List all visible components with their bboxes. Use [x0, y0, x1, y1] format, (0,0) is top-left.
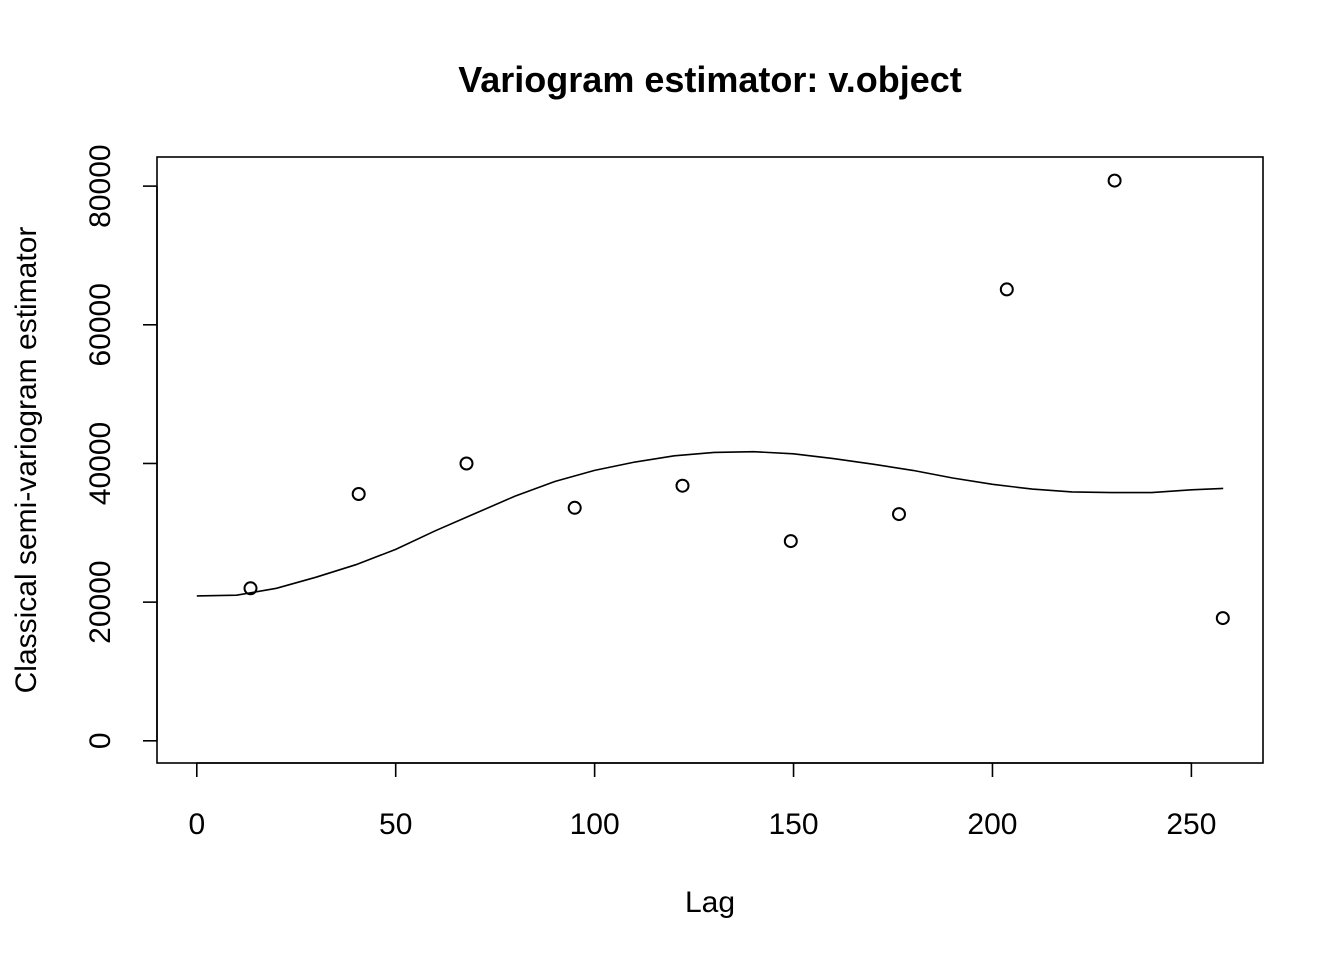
x-tick-label: 0 [188, 808, 205, 841]
variogram-point [999, 282, 1014, 297]
variogram-point [567, 500, 582, 515]
x-tick-label: 200 [967, 808, 1017, 841]
chart-title: Variogram estimator: v.object [458, 59, 962, 100]
x-tick-label: 50 [379, 808, 412, 841]
plot-area-frame [156, 156, 1264, 764]
x-tick-label: 250 [1166, 808, 1216, 841]
y-tick-label: 20000 [84, 560, 117, 643]
variogram-point [675, 478, 690, 493]
variogram-point [892, 507, 906, 522]
y-tick-label: 40000 [84, 422, 117, 505]
variogram-point [243, 581, 258, 596]
variogram-point [459, 456, 474, 471]
x-axis: 0 50 100 150 200 250 [188, 762, 1216, 841]
y-tick-label: 60000 [84, 283, 117, 366]
y-axis-label: Classical semi-variogram estimator [10, 227, 43, 694]
y-axis: 0 20000 40000 60000 80000 [84, 144, 158, 749]
x-tick-label: 100 [570, 808, 620, 841]
series-layer [196, 173, 1230, 626]
fitted-variogram-curve [196, 450, 1224, 597]
x-axis-label: Lag [685, 886, 735, 919]
variogram-point [1215, 611, 1230, 626]
x-tick-label: 150 [769, 808, 819, 841]
y-tick-label: 80000 [84, 144, 117, 227]
y-tick-label: 0 [84, 732, 117, 749]
variogram-point [783, 534, 798, 549]
variogram-point [351, 487, 366, 501]
variogram-point [1107, 173, 1122, 188]
